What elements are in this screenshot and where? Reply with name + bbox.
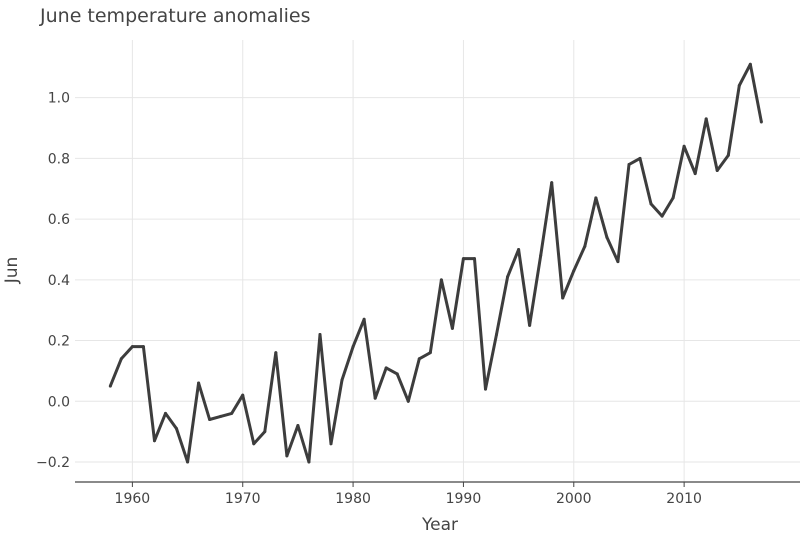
data-point: [528, 323, 532, 327]
data-point: [384, 366, 388, 370]
chart-title: June temperature anomalies: [39, 5, 311, 27]
data-point: [163, 411, 167, 415]
series-line: [108, 62, 763, 464]
data-point: [715, 169, 719, 173]
data-point: [583, 244, 587, 248]
x-tick-label: 1980: [335, 491, 371, 507]
data-point: [230, 411, 234, 415]
data-point: [130, 345, 134, 349]
data-point: [539, 254, 543, 258]
data-point: [484, 387, 488, 391]
y-tick-label: 0.0: [48, 394, 70, 410]
x-tick-label: 2000: [556, 491, 592, 507]
data-point: [737, 84, 741, 88]
data-point: [428, 351, 432, 355]
data-point: [693, 172, 697, 176]
data-point: [495, 332, 499, 336]
data-point: [572, 269, 576, 273]
data-point: [119, 357, 123, 361]
data-point: [340, 378, 344, 382]
x-tick-label: 2010: [666, 491, 702, 507]
data-point: [219, 414, 223, 418]
data-point: [461, 257, 465, 261]
data-point: [605, 235, 609, 239]
data-point: [759, 120, 763, 124]
data-point: [208, 417, 212, 421]
y-tick-label: 0.6: [48, 212, 70, 228]
y-tick-label: −0.2: [36, 455, 70, 471]
data-point: [296, 424, 300, 428]
data-point: [506, 275, 510, 279]
data-point: [638, 156, 642, 160]
data-point: [704, 117, 708, 121]
data-point: [351, 345, 355, 349]
data-point: [108, 384, 112, 388]
data-point: [197, 381, 201, 385]
y-tick-label: 1.0: [48, 91, 70, 107]
data-point: [186, 460, 190, 464]
data-point: [671, 196, 675, 200]
data-point: [362, 317, 366, 321]
y-tick-label: 0.8: [48, 151, 70, 167]
x-tick-label: 1970: [225, 491, 261, 507]
data-point: [252, 442, 256, 446]
data-point: [307, 460, 311, 464]
data-point: [285, 454, 289, 458]
data-point: [406, 399, 410, 403]
data-point: [561, 296, 565, 300]
data-point: [594, 196, 598, 200]
data-point: [517, 247, 521, 251]
y-axis-label: Jun: [2, 257, 22, 285]
y-tick-label: 0.2: [48, 334, 70, 350]
data-point: [439, 278, 443, 282]
data-point: [395, 372, 399, 376]
data-point: [241, 393, 245, 397]
data-point: [329, 442, 333, 446]
x-tick-label: 1990: [446, 491, 482, 507]
data-point: [682, 144, 686, 148]
data-point: [175, 427, 179, 431]
data-point: [274, 351, 278, 355]
data-point: [627, 162, 631, 166]
data-point: [417, 357, 421, 361]
y-tick-label: 0.4: [48, 273, 70, 289]
data-point: [616, 260, 620, 264]
data-point: [726, 153, 730, 157]
x-tick-label: 1960: [115, 491, 151, 507]
data-point: [550, 181, 554, 185]
x-axis-label: Year: [421, 515, 458, 535]
data-point: [748, 62, 752, 66]
data-point: [472, 257, 476, 261]
data-point: [450, 326, 454, 330]
data-point: [152, 439, 156, 443]
data-point: [318, 332, 322, 336]
data-point: [141, 345, 145, 349]
data-point: [649, 202, 653, 206]
data-point: [660, 214, 664, 218]
data-point: [373, 396, 377, 400]
data-point: [263, 430, 267, 434]
